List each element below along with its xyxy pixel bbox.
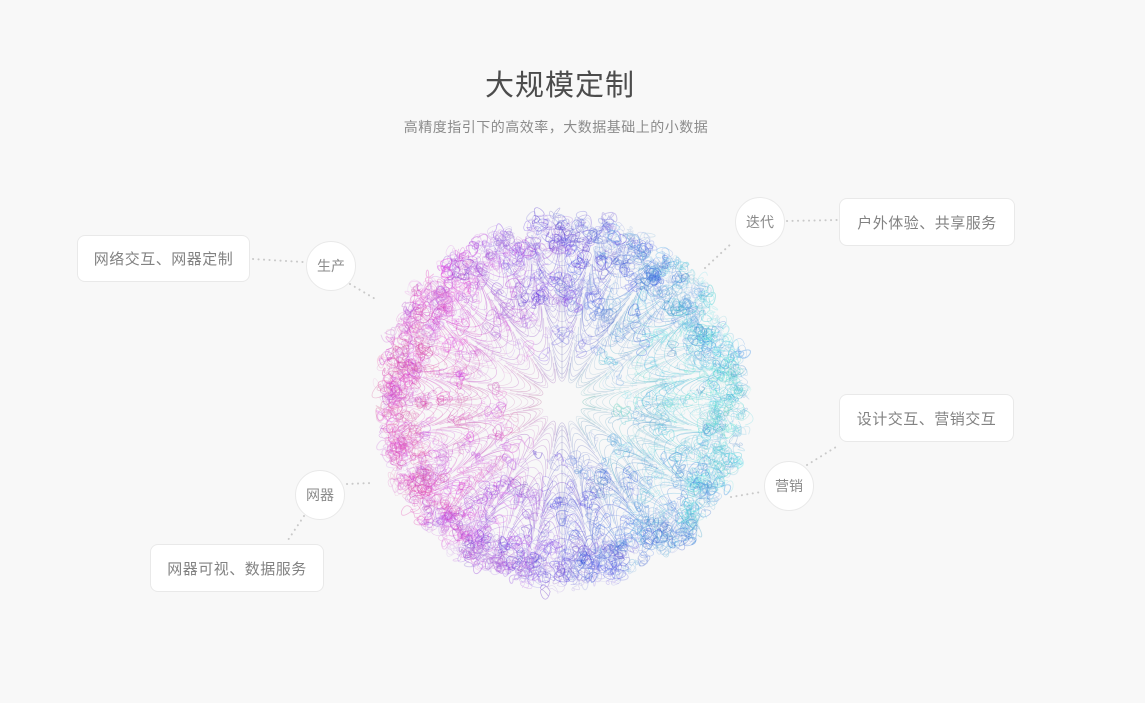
connector-device-box [287, 515, 305, 541]
node-device-label: 网器 [306, 487, 334, 503]
node-production-label: 生产 [317, 258, 345, 274]
connector-iteration-box [786, 219, 839, 222]
connector-marketing-box [806, 446, 837, 466]
node-iteration: 迭代 [735, 197, 785, 247]
node-production: 生产 [306, 241, 356, 291]
node-device: 网器 [295, 470, 345, 520]
label-device-description: 网器可视、数据服务 [150, 544, 324, 592]
node-marketing-label: 营销 [775, 478, 803, 494]
node-marketing: 营销 [764, 461, 814, 511]
generative-sphere-graphic [352, 192, 772, 612]
label-text: 户外体验、共享服务 [857, 214, 997, 232]
label-marketing-description: 设计交互、营销交互 [839, 394, 1014, 442]
page-title: 大规模定制 [484, 70, 635, 102]
label-production-description: 网络交互、网器定制 [77, 235, 250, 282]
label-text: 设计交互、营销交互 [856, 410, 997, 428]
connector-production-box [252, 258, 304, 263]
page-subtitle: 高精度指引下的高效率，大数据基础上的小数据 [403, 119, 709, 135]
label-iteration-description: 户外体验、共享服务 [839, 198, 1015, 246]
node-iteration-label: 迭代 [746, 214, 774, 230]
label-text: 网络交互、网器定制 [93, 251, 234, 268]
label-text: 网器可视、数据服务 [167, 560, 307, 578]
